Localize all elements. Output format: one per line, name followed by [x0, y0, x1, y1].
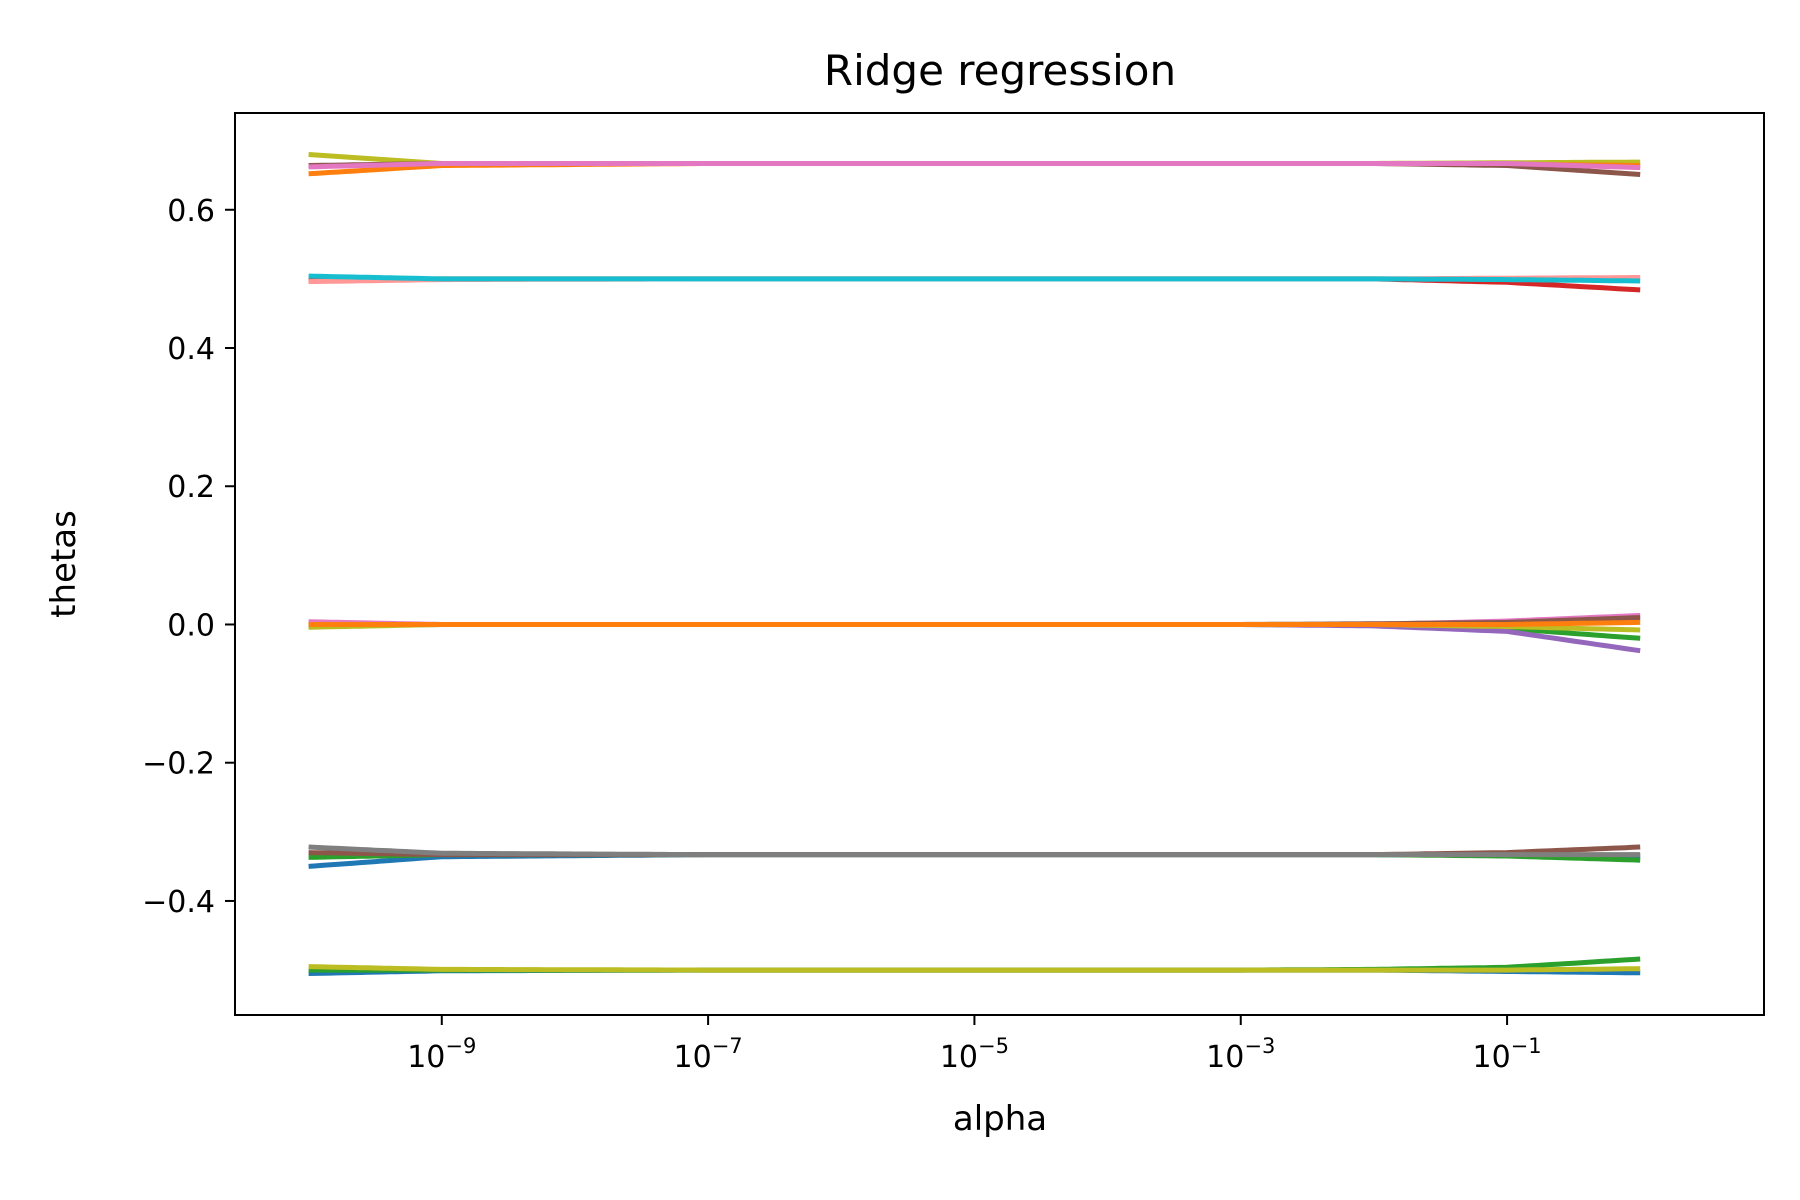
y-tick-label-4: 0.0 [167, 608, 215, 643]
x-tick-label-3: 10−5 [940, 1034, 1009, 1075]
series-line-17 [308, 844, 1641, 858]
x-tick-label-2: 10−7 [674, 1034, 743, 1075]
y-tick-label-2: 0.4 [167, 332, 215, 367]
series-line-20 [308, 964, 1641, 973]
y-axis-label: thetas [44, 510, 84, 618]
series-line-13 [308, 619, 1641, 627]
series-layer [308, 152, 1641, 976]
y-axis: 0.6 0.4 0.2 0.0 −0.2 −0.4 [142, 194, 235, 920]
y-tick-label-3: 0.2 [167, 470, 215, 505]
chart-title: Ridge regression [824, 46, 1176, 95]
x-axis: 10−9 10−7 10−5 10−3 10−1 [407, 1015, 1542, 1075]
x-tick-label-1: 10−9 [407, 1034, 476, 1075]
y-tick-label-5: −0.2 [142, 747, 215, 782]
x-axis-label: alpha [953, 1099, 1047, 1139]
x-tick-label-4: 10−3 [1206, 1034, 1275, 1075]
x-tick-label-5: 10−1 [1472, 1034, 1541, 1075]
y-tick-label-1: 0.6 [167, 194, 215, 229]
series-line-4 [308, 161, 1641, 171]
y-tick-label-6: −0.4 [142, 885, 215, 920]
series-line-10 [308, 622, 1641, 654]
series-line-7 [308, 273, 1641, 284]
plot-frame [234, 112, 1765, 1016]
